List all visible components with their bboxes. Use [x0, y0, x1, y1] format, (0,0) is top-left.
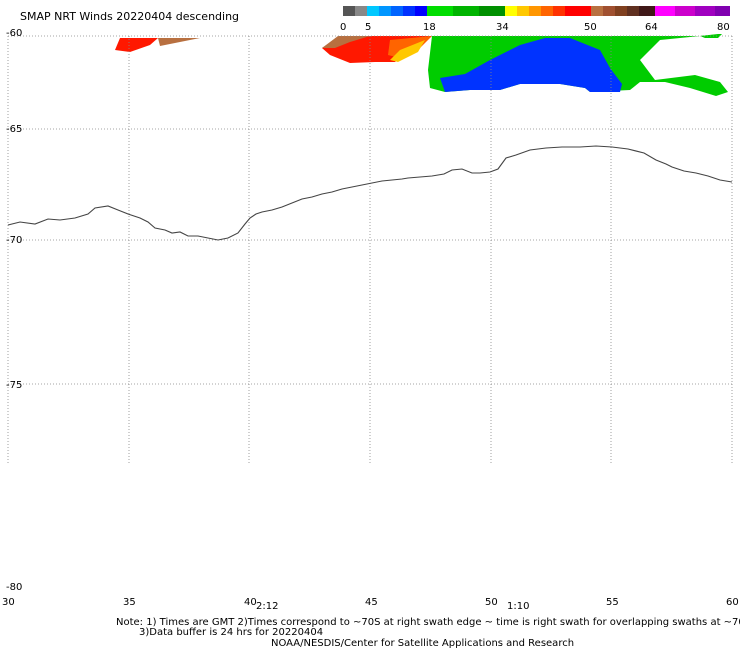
lon-label: 45 [365, 597, 378, 608]
longitude-labels: 30 35 40 45 50 55 60 [2, 597, 739, 608]
colorbar-tick: 34 [496, 22, 509, 33]
colorbar-tick: 0 [340, 22, 346, 33]
lon-label: 55 [606, 597, 619, 608]
lat-label: -75 [6, 380, 22, 391]
map-title: SMAP NRT Winds 20220404 descending [20, 10, 239, 23]
colorbar [343, 6, 730, 16]
swath-time: 2:12 [256, 601, 278, 612]
colorbar-tick: 64 [645, 22, 658, 33]
lon-label: 30 [2, 597, 15, 608]
note-line-2: 3)Data buffer is 24 hrs for 20220404 [139, 627, 323, 638]
wind-swath-right [428, 34, 728, 96]
wind-swath-middle [322, 36, 432, 63]
colorbar-tick: 5 [365, 22, 371, 33]
map-frame [7, 34, 733, 464]
lon-label: 35 [123, 597, 136, 608]
lat-label: -65 [6, 124, 22, 135]
latitude-labels: -60 -65 -70 -75 -80 [6, 28, 22, 593]
note-line-3: NOAA/NESDIS/Center for Satellite Applica… [271, 638, 574, 649]
antarctic-coastline [7, 145, 733, 241]
lat-label: -60 [6, 28, 22, 39]
wind-swath-left [115, 38, 200, 52]
swath-time: 1:10 [507, 601, 529, 612]
lat-label: -80 [6, 582, 22, 593]
colorbar-tick: 80 [717, 22, 730, 33]
lon-label: 60 [726, 597, 739, 608]
note-line-1: Note: 1) Times are GMT 2)Times correspon… [116, 617, 740, 628]
graticule [7, 35, 733, 464]
colorbar-tick: 50 [584, 22, 597, 33]
colorbar-tick: 18 [423, 22, 436, 33]
notes: Note: 1) Times are GMT 2)Times correspon… [116, 617, 740, 649]
lat-label: -70 [6, 235, 22, 246]
lon-label: 50 [485, 597, 498, 608]
colorbar-labels: 0 5 18 34 50 64 80 [340, 22, 730, 33]
lon-label: 40 [244, 597, 257, 608]
